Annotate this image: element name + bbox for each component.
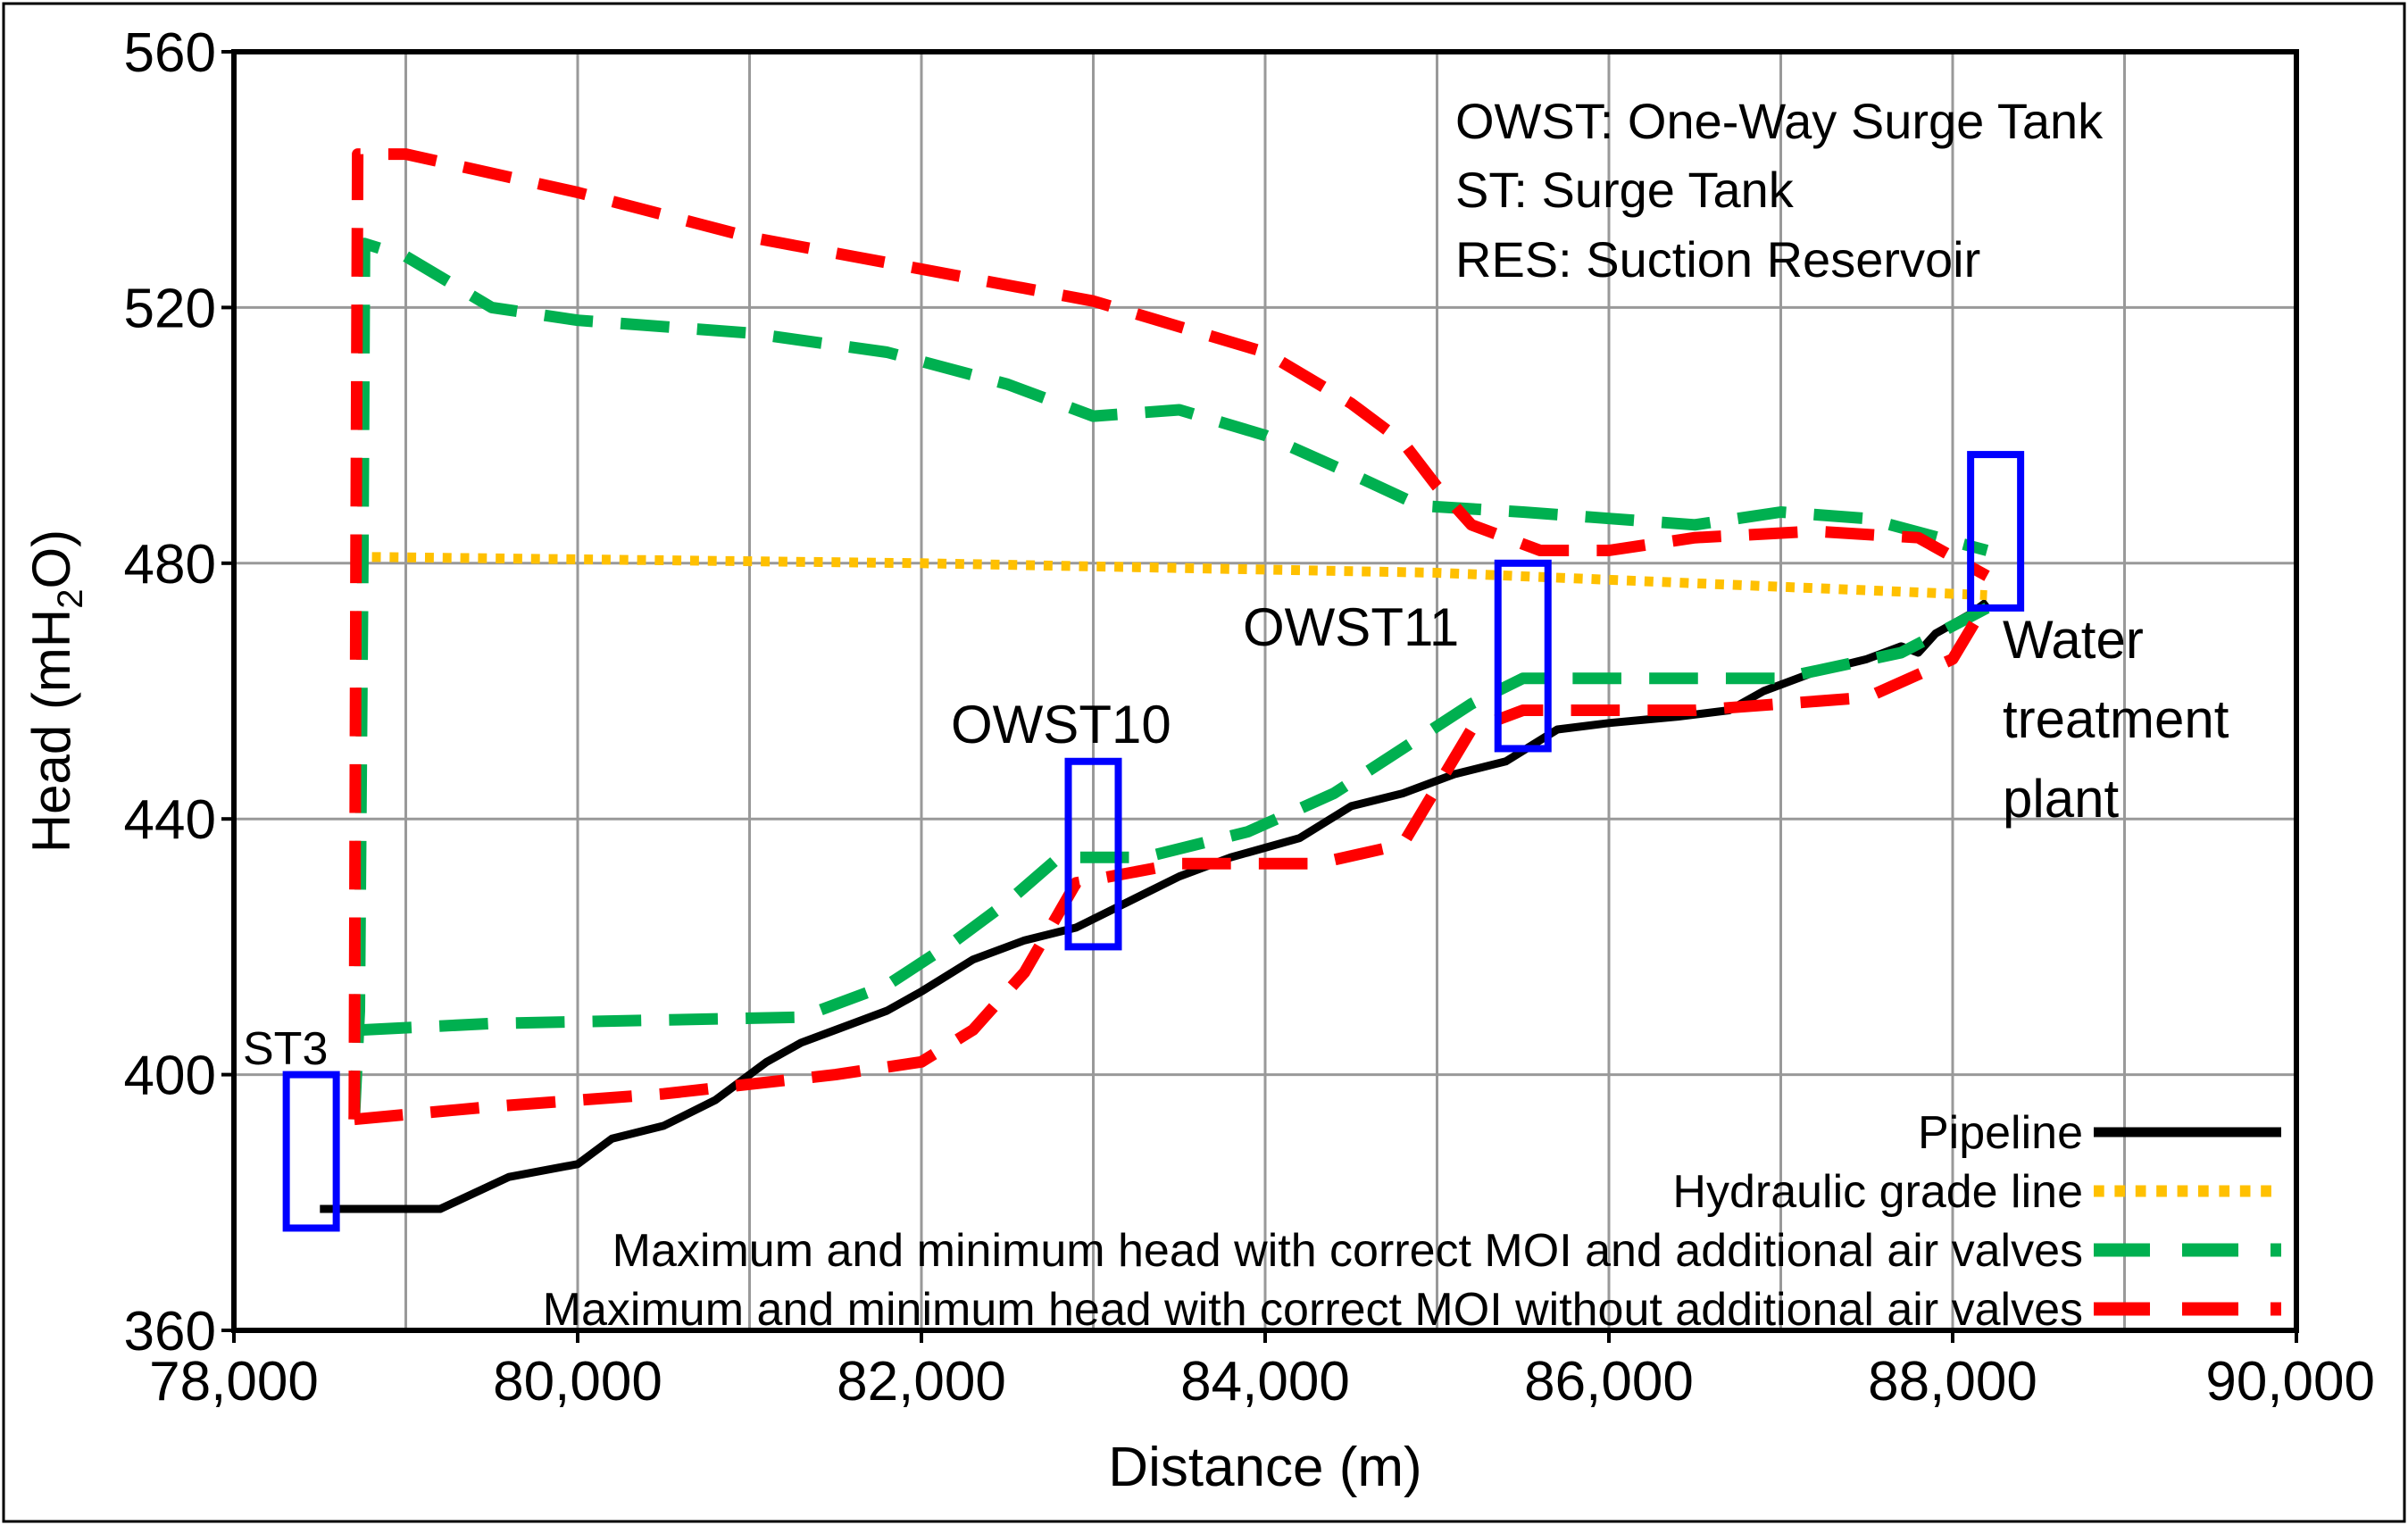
owst10-label: OWST10 <box>951 695 1171 754</box>
x-axis-ticks: 78,000 80,000 82,000 84,000 86,000 88,000 90,0… <box>149 1330 2375 1412</box>
x-tick-label: 84,000 <box>1180 1351 1350 1412</box>
water-treatment-plant-label: Water treatment plant <box>2003 610 2229 829</box>
info-line: ST: Surge Tank <box>1455 162 1795 218</box>
legend-label: Maximum and minimum head with correct MO… <box>612 1225 2083 1277</box>
info-line: OWST: One-Way Surge Tank <box>1455 93 2104 149</box>
plant-label-line: treatment <box>2003 689 2229 749</box>
tank-box-st3 <box>282 1071 340 1232</box>
legend-label: Pipeline <box>1918 1107 2083 1159</box>
info-line: RES: Suction Reservoir <box>1455 231 1980 288</box>
series-green_min <box>362 603 1990 1036</box>
y-tick-label: 440 <box>124 789 216 851</box>
x-tick-label: 82,000 <box>837 1351 1006 1412</box>
tank-box-owst11 <box>1494 559 1552 753</box>
x-tick-label: 88,000 <box>1868 1351 2037 1412</box>
x-tick-label: 90,000 <box>2205 1351 2375 1412</box>
tank-markers <box>282 451 2025 1232</box>
y-tick-label: 560 <box>124 22 216 84</box>
owst11-label: OWST11 <box>1243 597 1459 657</box>
series-green_max <box>348 238 1989 1121</box>
series-red_max <box>348 148 1990 1120</box>
series-pipeline <box>320 598 1990 1213</box>
y-axis-ticks: 360 400 440 480 520 560 <box>124 22 234 1362</box>
tank-box-owst10 <box>1064 757 1122 951</box>
plant-label-line: plant <box>2003 769 2119 829</box>
series-group <box>320 148 1993 1213</box>
legend-label: Maximum and minimum head with correct MO… <box>543 1284 2083 1336</box>
y-tick-label: 400 <box>124 1046 216 1107</box>
x-tick-label: 78,000 <box>149 1351 319 1412</box>
y-tick-label: 520 <box>124 278 216 339</box>
st3-label: ST3 <box>243 1023 328 1075</box>
y-axis-label-subscript: 2 <box>51 589 90 609</box>
y-axis-label: Head (mH2O) <box>21 529 90 853</box>
abbreviation-notes: OWST: One-Way Surge Tank ST: Surge Tank … <box>1455 93 2104 288</box>
y-tick-label: 480 <box>124 534 216 596</box>
y-axis-label-main: Head (mH <box>21 609 81 853</box>
x-axis-label: Distance (m) <box>1108 1437 1421 1498</box>
x-tick-label: 80,000 <box>493 1351 662 1412</box>
legend: Pipeline Hydraulic grade line Maximum and … <box>543 1107 2281 1336</box>
legend-label: Hydraulic grade line <box>1672 1166 2083 1218</box>
series-hgl <box>354 552 1987 601</box>
plant-label-line: Water <box>2003 610 2144 670</box>
y-axis-label-end: O) <box>21 529 81 589</box>
tank-box-plant <box>1967 451 2025 612</box>
x-tick-label: 86,000 <box>1524 1351 1694 1412</box>
y-tick-label: 360 <box>124 1301 216 1362</box>
